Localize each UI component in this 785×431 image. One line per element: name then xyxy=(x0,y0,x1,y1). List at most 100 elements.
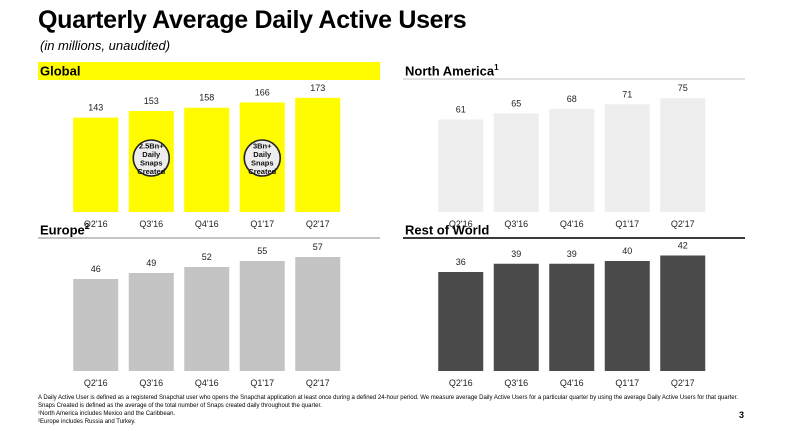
data-label: 75 xyxy=(678,83,688,93)
x-tick-label: Q2'17 xyxy=(306,378,330,388)
x-tick-label: Q1'17 xyxy=(250,219,274,229)
data-label: 173 xyxy=(310,83,325,93)
callout-text: Daily xyxy=(142,150,161,159)
x-tick-label: Q3'16 xyxy=(504,378,528,388)
bar xyxy=(128,273,174,371)
panel-title-text: Europe xyxy=(40,222,85,238)
x-tick-label: Q1'17 xyxy=(615,378,639,388)
callout-text: Daily xyxy=(253,150,272,159)
bar-chart-north-america: 61 Q2'16 65 Q3'16 68 Q4'16 71 Q1'17 75 Q2'17 xyxy=(438,83,706,229)
panel-title: Rest of World xyxy=(405,222,489,237)
data-label: 57 xyxy=(313,242,323,252)
x-tick-label: Q2'17 xyxy=(671,219,695,229)
x-tick-label: Q2'16 xyxy=(84,378,108,388)
x-tick-label: Q2'17 xyxy=(671,378,695,388)
bar xyxy=(493,263,539,371)
x-tick-label: Q1'17 xyxy=(250,378,274,388)
panel-title-text: Global xyxy=(40,63,81,79)
bar xyxy=(604,261,650,371)
footnote-dau-definition: A Daily Active User is defined as a regi… xyxy=(38,395,738,401)
data-label: 153 xyxy=(144,96,159,106)
callout-text: 3Bn+ xyxy=(253,141,272,150)
callout-text: Created xyxy=(248,167,276,176)
callout-badge xyxy=(243,139,282,177)
bar xyxy=(660,98,706,212)
bar xyxy=(184,267,230,371)
panel-title-text: North America xyxy=(405,63,495,79)
x-tick-label: Q4'16 xyxy=(560,219,584,229)
data-label: 68 xyxy=(567,94,577,104)
data-label: 40 xyxy=(622,246,632,256)
footnote-snaps-definition: Snaps Created is defined as the average … xyxy=(38,403,322,409)
chart-panel-rest-of-world: Rest of World 36 Q2'16 39 Q3'16 39 Q4'16 40 Q1'… xyxy=(403,221,745,391)
data-label: 49 xyxy=(146,258,156,268)
bar-chart-europe: 46 Q2'16 49 Q3'16 52 Q4'16 55 Q1'17 57 Q2'17 xyxy=(73,242,341,388)
data-label: 42 xyxy=(678,241,688,251)
page-number: 3 xyxy=(739,410,745,420)
bar xyxy=(438,119,484,212)
bar xyxy=(660,255,706,371)
bar xyxy=(73,117,119,212)
panel-title: Global xyxy=(40,63,80,78)
data-label: 46 xyxy=(91,264,101,274)
bar xyxy=(295,257,341,371)
x-tick-label: Q4'16 xyxy=(195,219,219,229)
footnote-north-america: ¹North America includes Mexico and the C… xyxy=(38,411,176,417)
x-tick-label: Q2'16 xyxy=(449,219,473,229)
bar xyxy=(438,272,484,371)
panel-title-text: Rest of World xyxy=(405,222,490,238)
data-label: 39 xyxy=(511,249,521,259)
x-tick-label: Q3'16 xyxy=(504,219,528,229)
bar xyxy=(549,263,595,371)
data-label: 52 xyxy=(202,252,212,262)
panel-header: Rest of World xyxy=(403,221,745,237)
bar xyxy=(239,261,285,371)
page-title: Quarterly Average Daily Active Users xyxy=(38,6,467,34)
x-tick-label: Q2'16 xyxy=(84,219,108,229)
panel-title-sup: 1 xyxy=(494,63,499,72)
data-label: 61 xyxy=(456,104,466,114)
data-label: 36 xyxy=(456,257,466,267)
panel-title: North America1 xyxy=(405,63,499,78)
data-label: 158 xyxy=(199,93,214,103)
callout-text: Snaps xyxy=(251,158,274,167)
footnotes: A Daily Active User is defined as a regi… xyxy=(38,394,758,426)
panel-rule xyxy=(403,237,745,239)
panel-header: Global xyxy=(38,62,380,78)
panel-title: Europe2 xyxy=(40,222,89,237)
data-label: 143 xyxy=(88,103,103,113)
bar-chart-rest-of-world: 36 Q2'16 39 Q3'16 39 Q4'16 40 Q1'17 42 Q2'17 xyxy=(438,241,706,388)
bar xyxy=(604,104,650,212)
data-label: 39 xyxy=(567,249,577,259)
callout-text: Created xyxy=(137,167,165,176)
panel-title-sup: 2 xyxy=(84,222,90,231)
bar xyxy=(549,108,595,212)
data-label: 166 xyxy=(255,87,270,97)
footnote-europe: ²Europe includes Russia and Turkey. xyxy=(38,419,136,425)
data-label: 71 xyxy=(622,89,632,99)
data-label: 65 xyxy=(511,98,521,108)
panel-header: Europe2 xyxy=(38,221,380,237)
page-subtitle: (in millions, unaudited) xyxy=(40,38,171,53)
callout-text: Snaps xyxy=(140,158,163,167)
panel-rule xyxy=(38,78,380,80)
x-tick-label: Q2'17 xyxy=(306,219,330,229)
bar xyxy=(184,107,230,212)
x-tick-label: Q4'16 xyxy=(560,378,584,388)
x-tick-label: Q2'16 xyxy=(449,378,473,388)
data-label: 55 xyxy=(257,246,267,256)
bar-chart-global: 143 Q2'16 153 Q3'16 158 Q4'16 166 Q1'17 173 Q2'17… xyxy=(73,83,341,229)
callout-text: 2.5Bn+ xyxy=(139,141,164,150)
x-tick-label: Q4'16 xyxy=(195,378,219,388)
bar xyxy=(493,113,539,212)
chart-panel-global: Global 143 Q2'16 153 Q3'16 158 Q4'16 166 Q1'17 1… xyxy=(38,62,380,232)
panel-rule xyxy=(38,237,380,239)
callout-badge xyxy=(132,139,171,177)
bar xyxy=(73,279,119,371)
chart-panel-europe: Europe2 46 Q2'16 49 Q3'16 52 Q4'16 55 Q1'17 57 Q2… xyxy=(38,221,380,391)
x-tick-label: Q3'16 xyxy=(139,378,163,388)
x-tick-label: Q3'16 xyxy=(139,219,163,229)
chart-panel-north-america: North America1 61 Q2'16 65 Q3'16 68 Q4'16 71 Q1… xyxy=(403,62,745,232)
bar xyxy=(295,97,341,212)
panel-header: North America1 xyxy=(403,62,745,78)
